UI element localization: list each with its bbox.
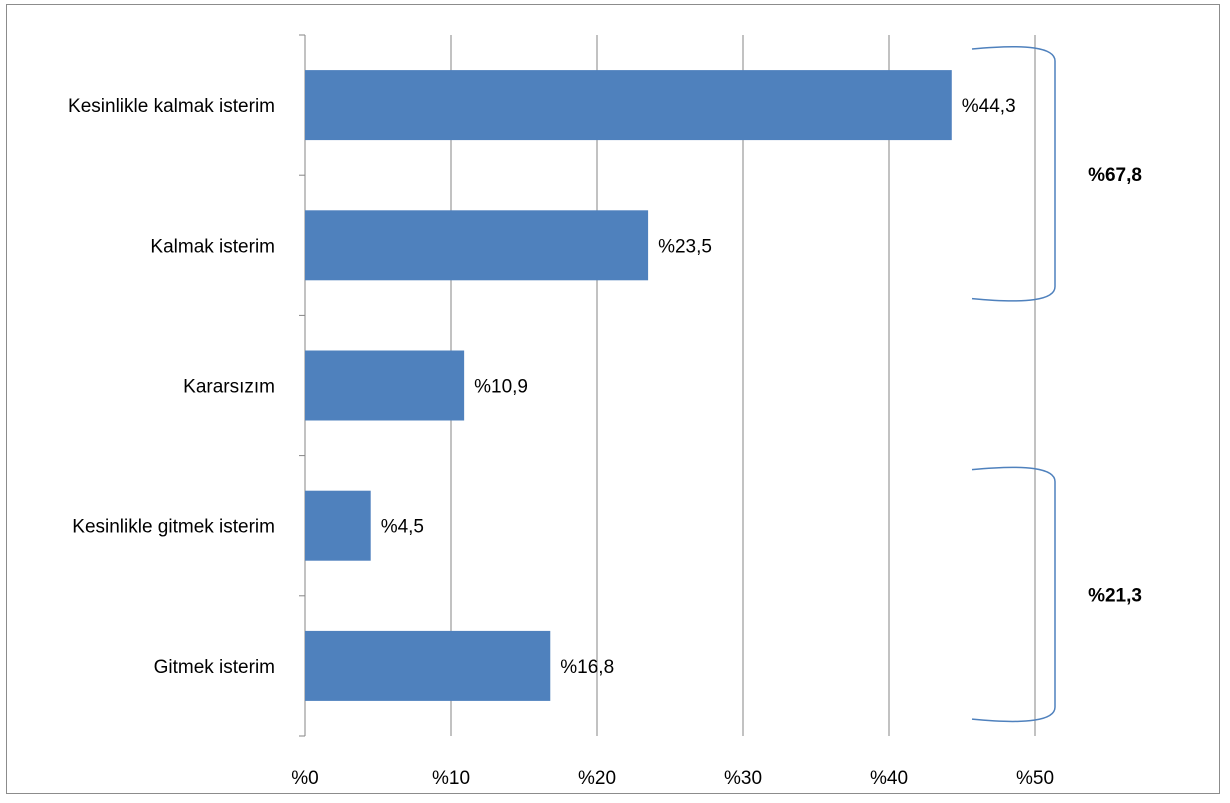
category-label: Kesinlikle gitmek isterim — [72, 517, 275, 538]
data-label: %23,5 — [658, 236, 712, 257]
brace — [971, 466, 1056, 723]
group-total-label: %21,3 — [1088, 585, 1142, 606]
category-label: Gitmek isterim — [154, 657, 275, 678]
category-label: Kesinlikle kalmak isterim — [68, 96, 275, 117]
x-tick-label: %10 — [432, 768, 470, 789]
data-label: %10,9 — [474, 377, 528, 398]
category-label: Kalmak isterim — [150, 236, 275, 257]
group-total-label: %67,8 — [1088, 165, 1142, 186]
bar — [305, 70, 952, 141]
group-braces — [971, 45, 1056, 723]
x-tick-label: %50 — [1016, 768, 1054, 789]
bar — [305, 630, 551, 701]
data-label: %44,3 — [962, 96, 1016, 117]
x-tick-label: %20 — [578, 768, 616, 789]
category-label: Kararsızım — [183, 377, 275, 398]
bar — [305, 350, 465, 421]
x-tick-label: %30 — [724, 768, 762, 789]
bars — [305, 70, 952, 701]
bar — [305, 210, 649, 281]
x-tick-label: %0 — [291, 768, 318, 789]
bar — [305, 490, 371, 561]
y-axis — [299, 34, 306, 737]
labels: %0 %10 %20 %30 %40 %50 %44,3 Kesinlikle kalmak … — [68, 96, 1142, 789]
x-tick-label: %40 — [870, 768, 908, 789]
grid-lines — [450, 35, 1036, 736]
data-label: %16,8 — [560, 657, 614, 678]
data-label: %4,5 — [381, 517, 424, 538]
brace — [971, 45, 1056, 302]
